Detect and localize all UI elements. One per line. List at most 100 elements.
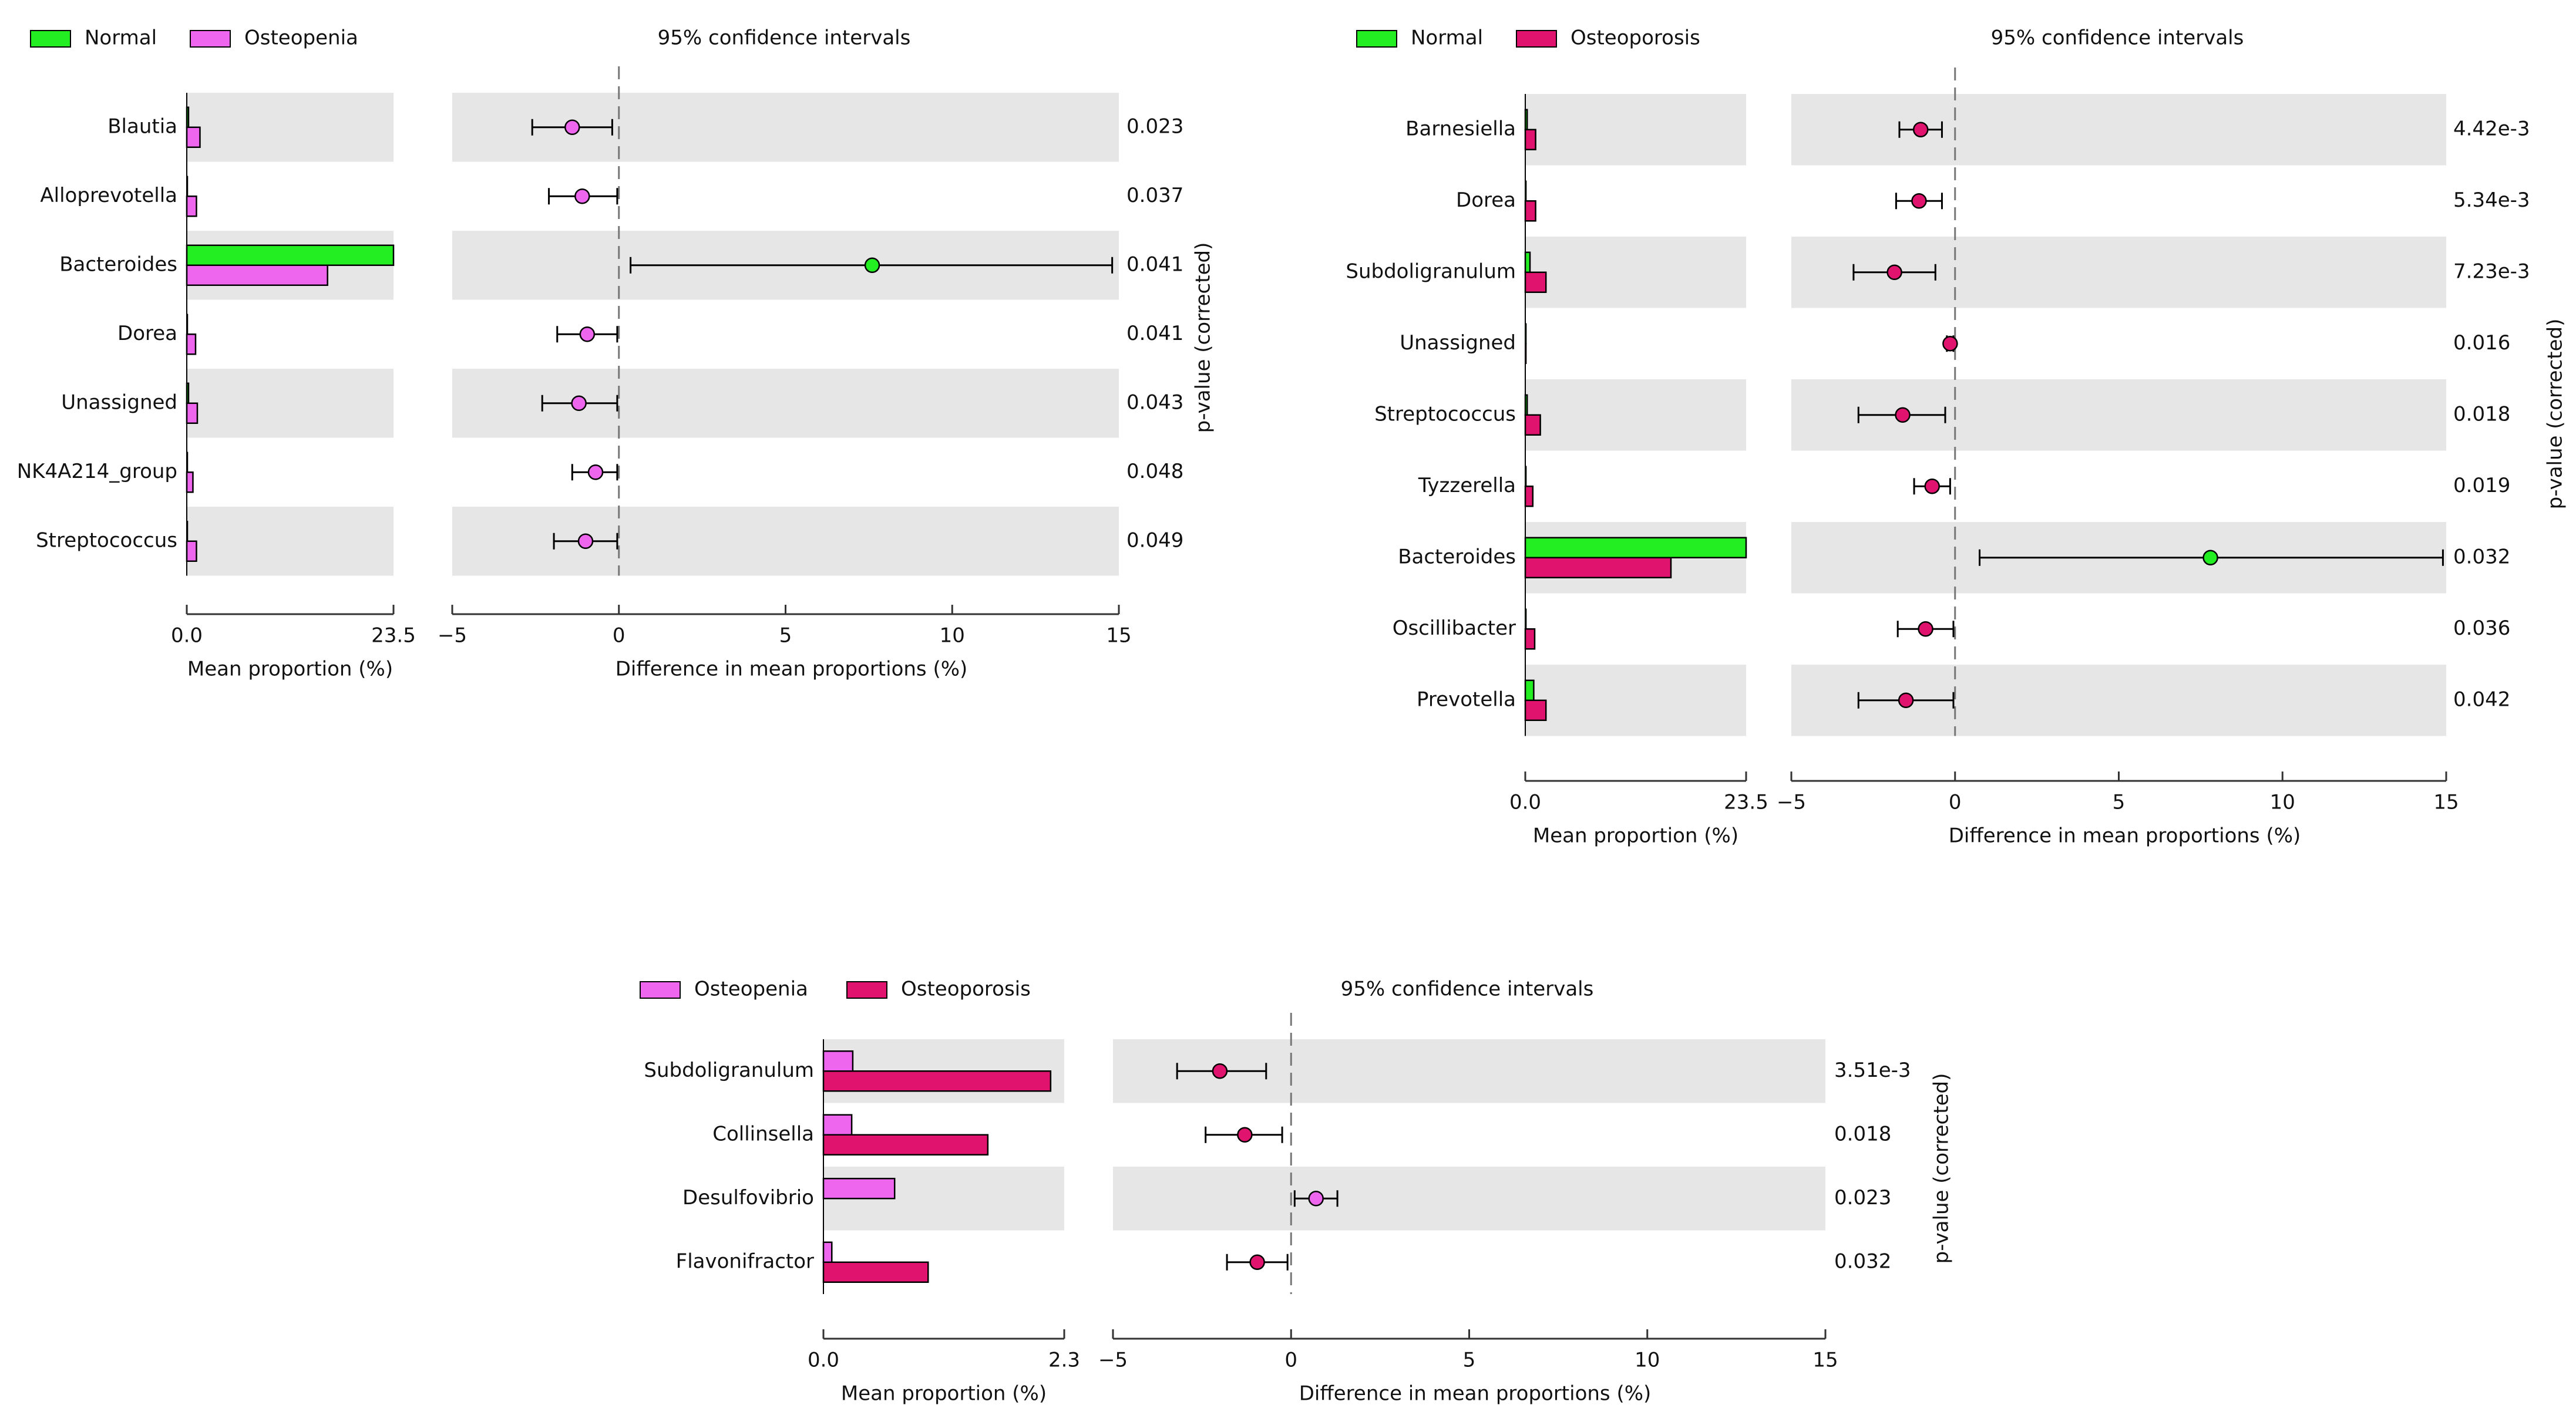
bar-osteopenia-nk4a214-group [186,471,194,493]
category-label-bacteroides: Bacteroides [1398,545,1516,568]
bar-normal-subdoligranulum [1524,251,1531,273]
row-band [187,507,394,576]
p-value-prevotella: 0.042 [2453,688,2510,711]
diff-axis-tick-label: 10 [940,624,965,648]
ci-point-bacteroides [2202,550,2218,565]
row-band [1525,237,1746,308]
p-value-unassigned: 0.016 [2453,331,2510,355]
bar-osteopenia-bacteroides [186,264,328,286]
diff-axis-tick-label: −5 [1098,1349,1128,1372]
diff-axis-tick-label: 0 [1284,1349,1297,1372]
ci-point-dorea [579,326,596,342]
row-band [452,507,1119,576]
mean-axis-tick-label: 23.5 [371,624,416,648]
ci-point-desulfovibrio [1308,1191,1324,1207]
ci-point-tyzzerella [1924,479,1940,494]
diff-axis-tick-label: 5 [1463,1349,1476,1372]
category-label-bacteroides: Bacteroides [59,252,177,276]
category-label-subdoligranulum: Subdoligranulum [644,1059,814,1082]
legend-label-osteoporosis: Osteoporosis [901,978,1031,1001]
mean-axis-tick-label: 0.0 [808,1349,839,1372]
chart-title: 95% confidence intervals [658,26,911,50]
mean-axis-label: Mean proportion (%) [1533,824,1738,848]
bar-osteoporosis-collinsella [822,1134,989,1156]
category-label-blautia: Blautia [107,114,177,138]
ci-point-unassigned [571,395,587,411]
bar-osteoporosis-bacteroides [1524,557,1672,578]
diff-axis-tick-label: 10 [1635,1349,1660,1372]
category-label-prevotella: Prevotella [1417,688,1516,711]
p-value-oscillibacter: 0.036 [2453,617,2510,640]
p-value-tyzzerella: 0.019 [2453,474,2510,497]
diff-axis-tick-label: 15 [2433,791,2459,814]
category-label-flavonifractor: Flavonifractor [676,1249,814,1273]
row-band [1113,1167,1825,1231]
legend-swatch-normal [30,30,71,48]
diff-axis-label: Difference in mean proportions (%) [1299,1382,1652,1406]
category-label-dorea: Dorea [117,322,177,345]
ci-point-subdoligranulum [1212,1063,1228,1079]
bar-osteopenia-desulfovibrio [822,1178,896,1200]
mean-axis-tick-label: 0.0 [1509,791,1541,814]
mean-axis-tick-label: 0.0 [171,624,203,648]
bar-normal-streptococcus [1524,394,1528,416]
ci-point-dorea [1911,193,1927,209]
row-band [187,369,394,438]
ci-point-streptococcus [577,533,594,549]
mean-axis-tick-label: 2.3 [1048,1349,1080,1372]
bar-osteoporosis-streptococcus [1524,414,1541,436]
bar-normal-bacteroides [186,244,395,266]
chart-panel-normal-vs-osteopenia: Normal Osteopenia 95% confidence intervals… [17,26,1215,681]
category-label-subdoligranulum: Subdoligranulum [1346,260,1516,283]
p-value-streptococcus: 0.049 [1126,528,1183,552]
bar-normal-dorea [1525,180,1527,201]
diff-axis-tick-label: 15 [1812,1349,1838,1372]
ci-point-blautia [564,119,580,135]
bar-osteoporosis-subdoligranulum [1524,271,1547,293]
category-label-unassigned: Unassigned [61,390,177,414]
row-band [187,93,394,162]
p-value-flavonifractor: 0.032 [1834,1249,1891,1273]
legend-swatch-osteoporosis [1516,30,1557,48]
p-value-bacteroides: 0.041 [1126,252,1183,276]
bar-osteoporosis-prevotella [1524,699,1547,721]
row-band [1791,94,2446,166]
legend-swatch-osteopenia [190,30,231,48]
category-label-streptococcus: Streptococcus [1374,402,1516,426]
category-label-oscillibacter: Oscillibacter [1393,617,1516,640]
category-label-barnesiella: Barnesiella [1405,117,1516,140]
category-label-dorea: Dorea [1456,188,1516,212]
p-value-collinsella: 0.018 [1834,1122,1891,1146]
ci-point-prevotella [1898,692,1914,708]
mean-axis-label: Mean proportion (%) [187,658,393,681]
row-band [1525,665,1746,736]
ci-point-nk4a214-group [587,464,604,480]
bar-normal-tyzzerella [1525,466,1527,487]
bar-osteopenia-alloprevotella [186,196,197,217]
diff-axis-tick-label: 0 [613,624,625,648]
bar-normal-bacteroides [1524,537,1747,558]
bar-osteoporosis-subdoligranulum [822,1070,1052,1092]
bar-osteopenia-collinsella [822,1114,853,1136]
chart-panel-osteopenia-vs-osteoporosis: Osteopenia Osteoporosis 95% confidence int… [640,978,1953,1406]
row-band [1525,94,1746,166]
bar-osteoporosis-dorea [1524,200,1536,222]
bar-osteopenia-streptococcus [186,540,197,562]
legend-label-osteopenia: Osteopenia [694,978,808,1001]
category-label-streptococcus: Streptococcus [36,528,177,552]
ci-point-barnesiella [1912,122,1929,137]
p-value-dorea: 5.34e-3 [2453,188,2530,212]
legend-swatch-osteoporosis [846,981,887,999]
p-value-barnesiella: 4.42e-3 [2453,117,2530,140]
ci-point-collinsella [1237,1127,1253,1143]
p-value-streptococcus: 0.018 [2453,402,2510,426]
diff-axis-tick-label: 0 [1949,791,1962,814]
diff-axis-label: Difference in mean proportions (%) [1949,824,2301,848]
category-label-tyzzerella: Tyzzerella [1418,474,1516,497]
p-value-unassigned: 0.043 [1126,390,1183,414]
bar-osteoporosis-tyzzerella [1524,486,1534,507]
p-value-axis-label: p-value (corrected) [1930,1073,1953,1264]
bar-osteopenia-subdoligranulum [822,1050,854,1072]
diff-axis-tick-label: 10 [2270,791,2295,814]
